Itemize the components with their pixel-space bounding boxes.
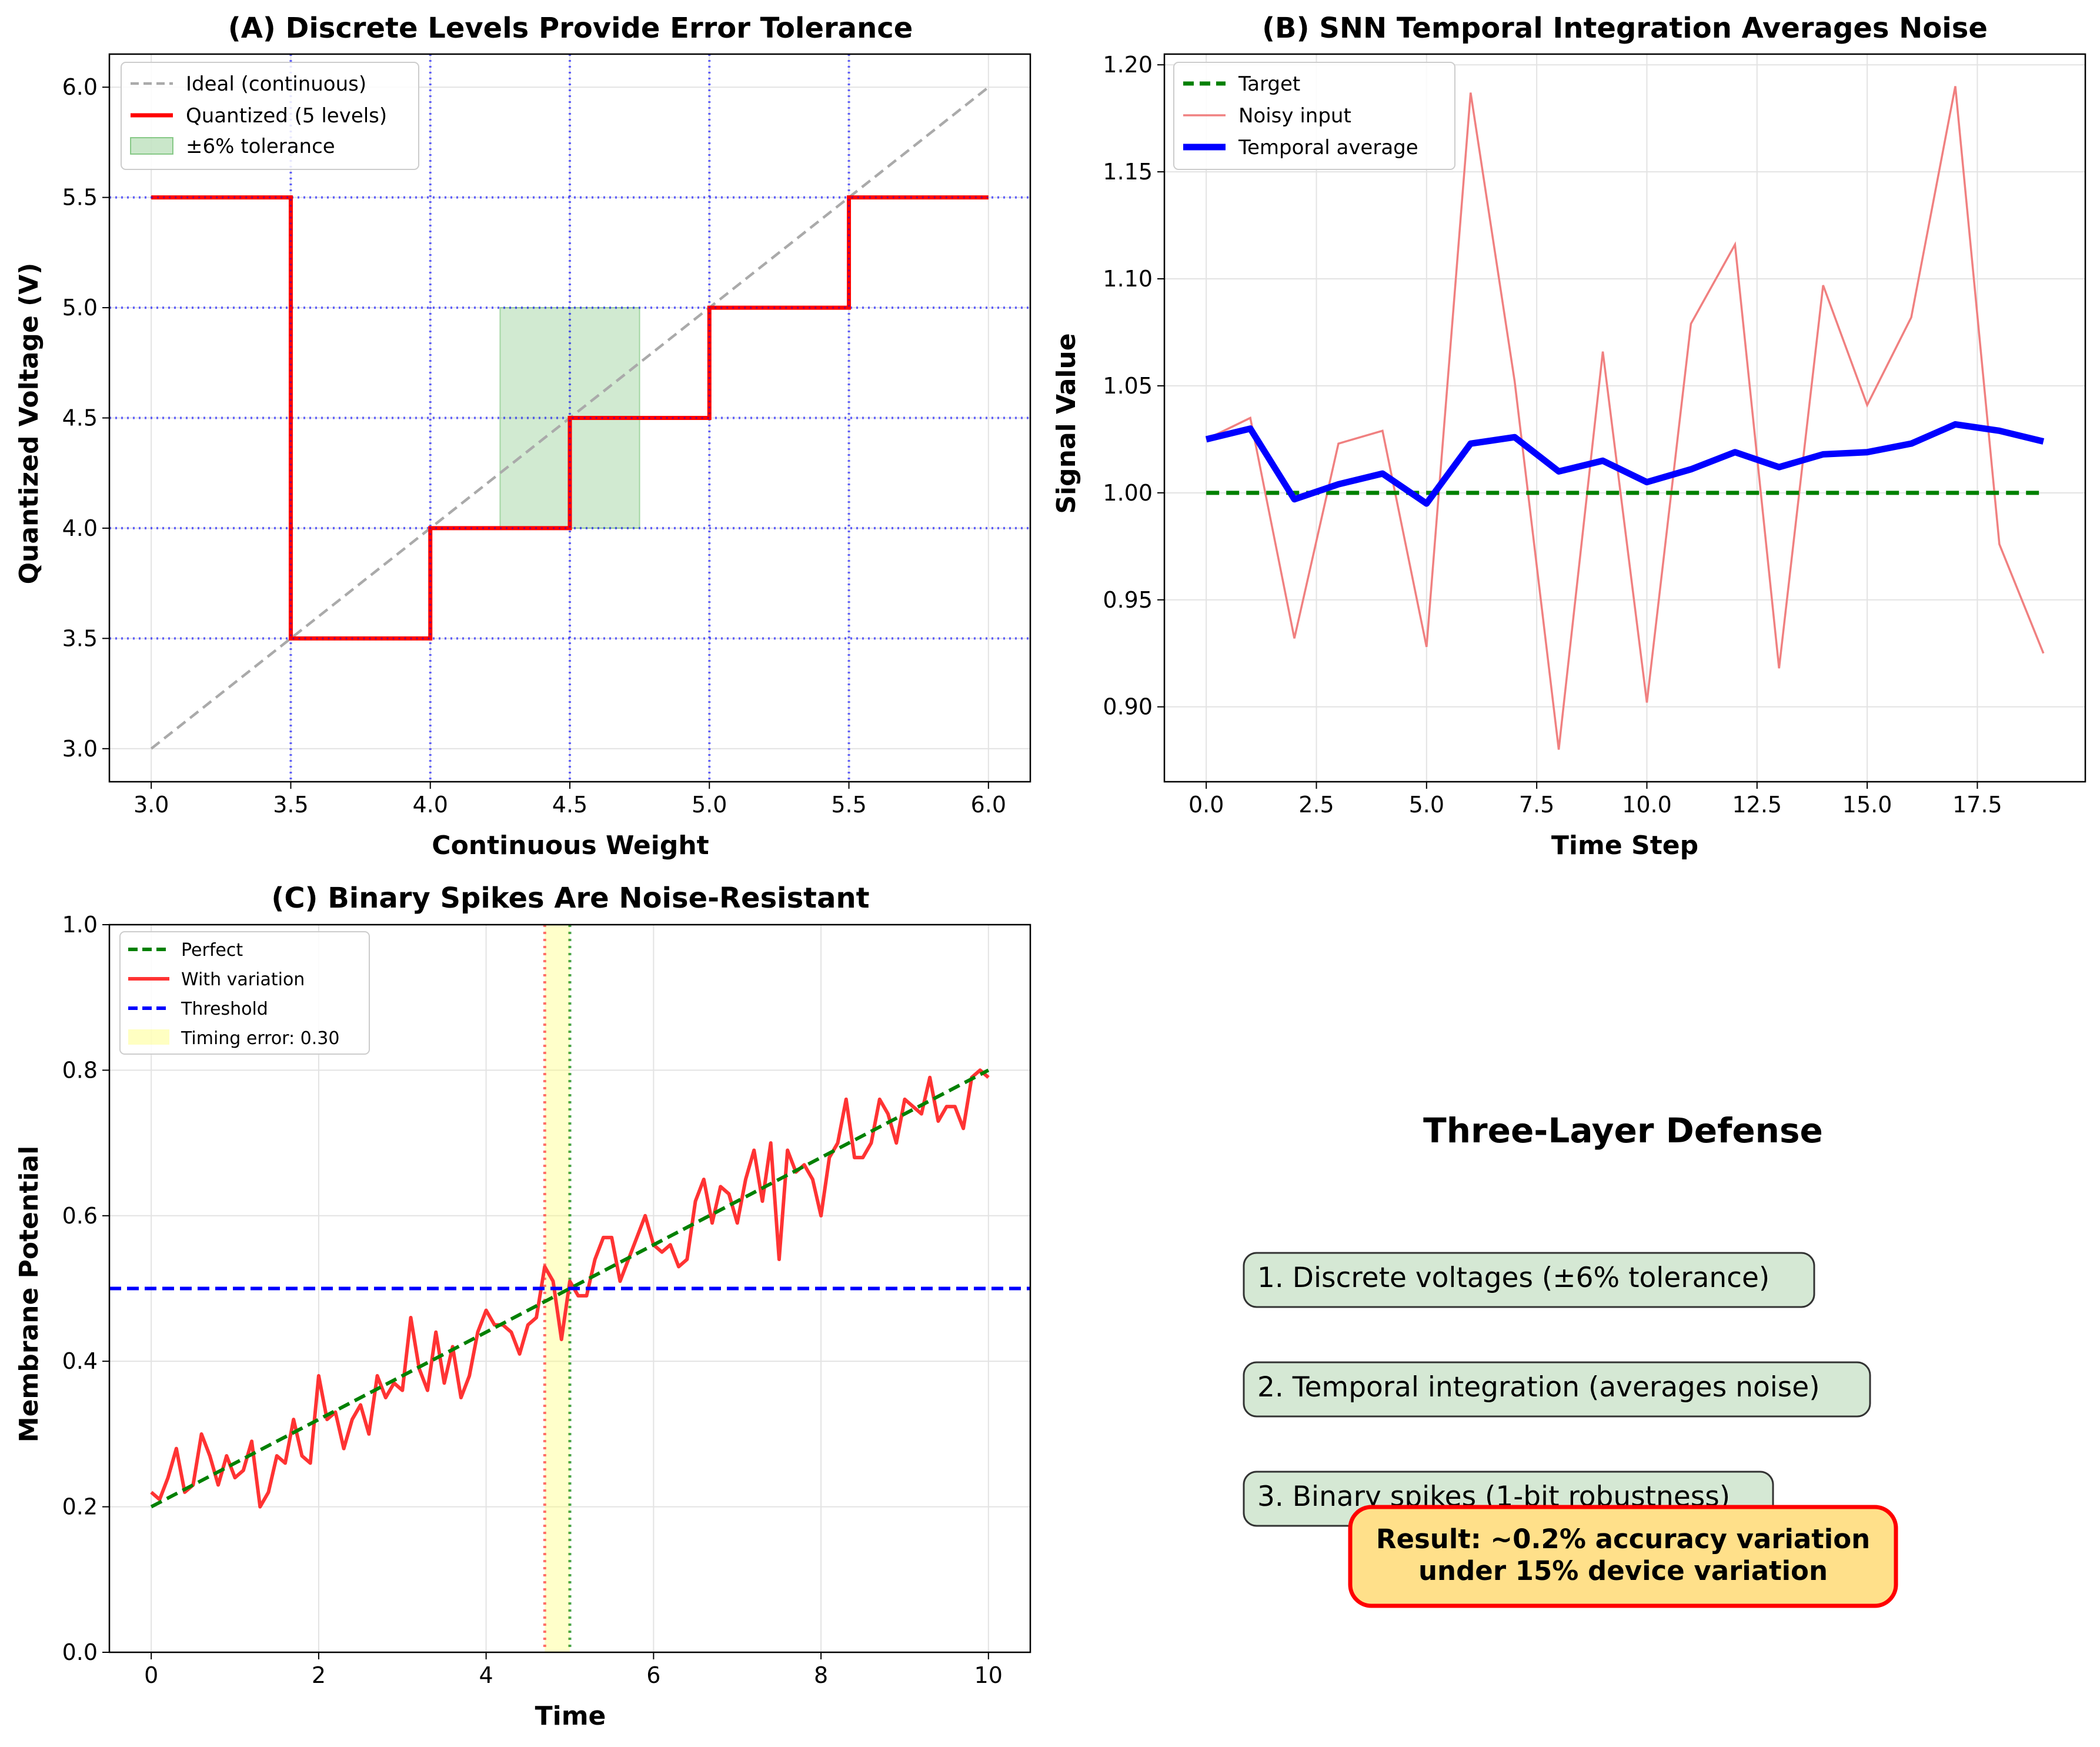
panel-a-legend-frame	[121, 62, 419, 170]
panel-b-ytick-label: 0.90	[1103, 694, 1153, 720]
panel-c-ylabel: Membrane Potential	[14, 1146, 44, 1442]
summary-title: Three-Layer Defense	[1423, 1111, 1823, 1151]
panel-b-axes-frame	[1163, 53, 2086, 783]
panel-c-ytick-label: 0.4	[62, 1348, 98, 1374]
panel-b-xtick-label: 2.5	[1298, 792, 1334, 818]
noisy-input-line	[1206, 86, 2045, 750]
defense-item-box-1	[1243, 1252, 1815, 1308]
panel-c: (C) Binary Spikes Are Noise-Resistant Ti…	[14, 882, 1031, 1731]
result-box	[1348, 1505, 1898, 1608]
panel-b-ytick-label: 0.95	[1103, 587, 1153, 613]
defense-item-box-2	[1243, 1361, 1871, 1418]
panel-a-xtick-label: 5.0	[692, 792, 727, 818]
panel-b-xtick-label: 17.5	[1952, 792, 2002, 818]
panel-b-xtick-label: 0.0	[1188, 792, 1224, 818]
panel-c-plot-area	[109, 925, 1030, 1652]
panel-a-ytick-label: 4.0	[62, 515, 98, 541]
defense-item-1: 1. Discrete voltages (±6% tolerance)	[1257, 1262, 1770, 1294]
panel-b-xtick-label: 15.0	[1842, 792, 1892, 818]
panel-c-xtick-label: 10	[974, 1662, 1003, 1688]
panel-a-xtick-label: 4.5	[552, 792, 587, 818]
panel-a-xtick-label: 3.0	[133, 792, 169, 818]
panel-b-xtick-label: 5.0	[1409, 792, 1444, 818]
panel-a-title: (A) Discrete Levels Provide Error Tolera…	[228, 12, 913, 45]
panel-b-xtick-label: 10.0	[1622, 792, 1672, 818]
panel-b-xtick-label: 12.5	[1732, 792, 1782, 818]
panel-b-ytick-label: 1.20	[1103, 52, 1153, 78]
panel-a-ytick-label: 6.0	[62, 74, 98, 100]
panel-b-ytick-label: 1.05	[1103, 373, 1153, 399]
result-line-1: Result: ~0.2% accuracy variation	[1376, 1523, 1870, 1555]
legend-a-ideal-label: Ideal (continuous)	[186, 72, 366, 96]
panel-c-xlabel: Time	[535, 1701, 606, 1731]
panel-c-xtick-label: 4	[479, 1662, 493, 1688]
panel-b-xlabel: Time Step	[1551, 831, 1698, 861]
panel-b-legend-frame	[1173, 62, 1455, 170]
panel-c-axes-frame	[108, 923, 1031, 1653]
panel-a-plot-area	[109, 54, 1030, 782]
legend-c-perfect-label: Perfect	[181, 940, 243, 961]
panel-a: (A) Discrete Levels Provide Error Tolera…	[14, 12, 1031, 861]
panel-c-ytick-label: 0.8	[62, 1057, 98, 1083]
panel-a-ytick-label: 3.5	[62, 625, 98, 651]
panel-b-plot-area	[1205, 86, 2045, 750]
legend-a-tolerance-swatch	[130, 137, 173, 155]
panel-a-ytick-label: 5.5	[62, 185, 98, 211]
panel-a-xtick-label: 3.5	[273, 792, 308, 818]
panel-a-ytick-label: 3.0	[62, 736, 98, 762]
with-variation-line	[150, 1068, 990, 1509]
legend-b-noisy-label: Noisy input	[1238, 104, 1351, 128]
defense-item-2: 2. Temporal integration (averages noise)	[1257, 1371, 1820, 1403]
panel-b-ytick-label: 1.10	[1103, 266, 1153, 292]
legend-a-tolerance-label: ±6% tolerance	[186, 135, 335, 158]
panel-c-ytick-label: 0.6	[62, 1203, 98, 1229]
legend-a-quantized-label: Quantized (5 levels)	[186, 104, 387, 128]
legend-c-threshold-label: Threshold	[181, 999, 268, 1019]
panel-a-ytick-label: 4.5	[62, 405, 98, 431]
panel-b-ytick-label: 1.00	[1103, 480, 1153, 506]
panel-c-ytick-label: 0.0	[62, 1639, 98, 1665]
quantized-overlay	[151, 196, 989, 639]
panel-b-ytick-label: 1.15	[1103, 159, 1153, 185]
panel-c-ytick-label: 0.2	[62, 1494, 98, 1520]
panel-a-ylabel: Quantized Voltage (V)	[14, 263, 44, 585]
panel-c-title: (C) Binary Spikes Are Noise-Resistant	[271, 882, 869, 915]
summary-panel: Three-Layer Defense 1. Discrete voltages…	[1243, 1111, 1898, 1608]
panel-c-xtick-label: 8	[814, 1662, 828, 1688]
panel-b-xtick-label: 7.5	[1519, 792, 1554, 818]
panel-a-xlabel: Continuous Weight	[432, 831, 709, 861]
panel-a-xtick-label: 4.0	[413, 792, 448, 818]
panel-b-ylabel: Signal Value	[1051, 333, 1081, 514]
panel-a-xtick-label: 5.5	[831, 792, 866, 818]
panel-a-ytick-label: 5.0	[62, 295, 98, 321]
legend-c-variation-label: With variation	[181, 969, 305, 990]
panel-c-xtick-label: 6	[646, 1662, 660, 1688]
legend-b-target-label: Target	[1238, 72, 1300, 96]
perfect-line	[150, 1068, 990, 1509]
panel-c-legend-frame	[119, 931, 370, 1055]
panel-c-ytick-label: 1.0	[62, 912, 98, 938]
temporal-average-line	[1205, 421, 2045, 507]
panel-a-axes-frame	[108, 53, 1031, 783]
panel-a-xtick-label: 6.0	[971, 792, 1006, 818]
panel-c-xtick-label: 2	[312, 1662, 326, 1688]
legend-c-timing-label: Timing error: 0.30	[181, 1028, 339, 1049]
legend-c-timing-swatch	[128, 1029, 169, 1045]
panel-b-title: (B) SNN Temporal Integration Averages No…	[1262, 12, 1988, 45]
result-line-2: under 15% device variation	[1418, 1555, 1828, 1586]
legend-b-average-label: Temporal average	[1238, 136, 1418, 159]
panel-c-xtick-label: 0	[144, 1662, 158, 1688]
panel-b: (B) SNN Temporal Integration Averages No…	[1051, 12, 2086, 861]
